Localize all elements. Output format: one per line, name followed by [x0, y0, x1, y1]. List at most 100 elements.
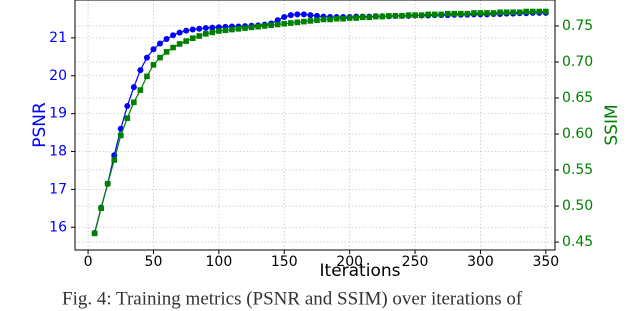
marker — [209, 29, 216, 36]
marker — [235, 26, 242, 32]
marker — [124, 103, 131, 110]
marker — [170, 32, 177, 39]
y2-tick-label: 0.50 — [562, 198, 593, 214]
marker — [143, 54, 150, 61]
marker — [150, 46, 157, 53]
marker — [503, 9, 510, 16]
x-tick-label: 250 — [402, 254, 429, 270]
plot-frame — [74, 0, 556, 251]
marker — [497, 9, 503, 16]
marker — [281, 14, 288, 21]
marker — [444, 10, 451, 17]
y2-tick-label: 0.70 — [562, 54, 593, 70]
marker — [471, 10, 477, 16]
marker — [255, 23, 261, 30]
marker — [529, 8, 536, 15]
marker — [464, 10, 471, 17]
marker — [490, 10, 497, 16]
marker — [111, 157, 118, 163]
x-tick-label: 350 — [532, 254, 559, 270]
y-axis-label: PSNR — [30, 102, 50, 148]
y-tick-label: 21 — [49, 30, 67, 46]
marker — [209, 24, 216, 31]
marker — [294, 19, 301, 26]
marker — [229, 26, 235, 33]
y-tick-label: 20 — [49, 68, 67, 84]
marker — [91, 230, 98, 237]
marker — [157, 54, 163, 61]
marker — [189, 26, 196, 33]
y-tick-label: 17 — [49, 181, 67, 197]
y-tick-label: 18 — [49, 144, 67, 160]
marker — [287, 12, 294, 19]
marker — [137, 67, 144, 74]
marker — [333, 15, 340, 22]
x-tick-label: 200 — [336, 254, 363, 270]
marker — [281, 20, 288, 27]
x-tick-label: 300 — [467, 254, 494, 270]
marker — [307, 18, 314, 24]
marker — [117, 132, 124, 139]
marker — [301, 18, 307, 25]
marker — [137, 87, 144, 93]
x-tick-label: 100 — [206, 254, 233, 270]
marker — [183, 38, 189, 44]
y2-tick-label: 0.45 — [562, 234, 593, 250]
marker — [144, 73, 150, 80]
marker — [176, 41, 183, 47]
marker — [458, 10, 464, 17]
marker — [353, 15, 359, 21]
marker — [294, 11, 301, 18]
marker — [477, 10, 484, 16]
marker — [248, 24, 255, 31]
y2-axis-label: SSIM — [602, 104, 622, 145]
marker — [274, 21, 281, 28]
marker — [242, 25, 248, 31]
y2-tick-label: 0.75 — [562, 18, 593, 34]
marker — [340, 15, 346, 22]
marker — [425, 11, 431, 18]
marker — [261, 23, 268, 29]
marker — [523, 8, 530, 15]
marker — [131, 99, 137, 106]
x-tick-label: 150 — [271, 254, 298, 270]
marker — [536, 8, 543, 15]
marker — [510, 9, 516, 16]
marker — [163, 36, 170, 43]
x-tick-label: 50 — [145, 254, 163, 270]
marker — [451, 10, 458, 17]
marker — [176, 29, 183, 36]
marker — [516, 9, 523, 16]
marker — [307, 12, 314, 19]
series-line — [94, 12, 546, 234]
marker — [327, 16, 333, 23]
marker — [98, 205, 104, 212]
marker — [359, 14, 366, 21]
caption: Fig. 4: Training metrics (PSNR and SSIM)… — [62, 288, 523, 309]
marker — [346, 15, 353, 21]
marker — [399, 13, 405, 19]
marker — [104, 180, 111, 187]
marker — [379, 13, 386, 20]
marker — [157, 40, 164, 47]
marker — [484, 10, 490, 16]
marker — [163, 49, 170, 55]
y-tick-label: 16 — [49, 219, 67, 235]
marker — [130, 84, 137, 91]
marker — [170, 44, 176, 51]
marker — [202, 31, 209, 37]
marker — [124, 115, 131, 121]
marker — [268, 22, 274, 29]
y-tick-label: 19 — [49, 106, 67, 122]
marker — [300, 11, 307, 18]
marker — [386, 13, 392, 19]
marker — [392, 13, 399, 19]
marker — [196, 33, 203, 39]
marker — [222, 27, 229, 34]
marker — [418, 12, 425, 18]
marker — [183, 27, 190, 34]
marker — [150, 62, 157, 68]
marker — [196, 25, 203, 32]
marker — [320, 16, 327, 23]
